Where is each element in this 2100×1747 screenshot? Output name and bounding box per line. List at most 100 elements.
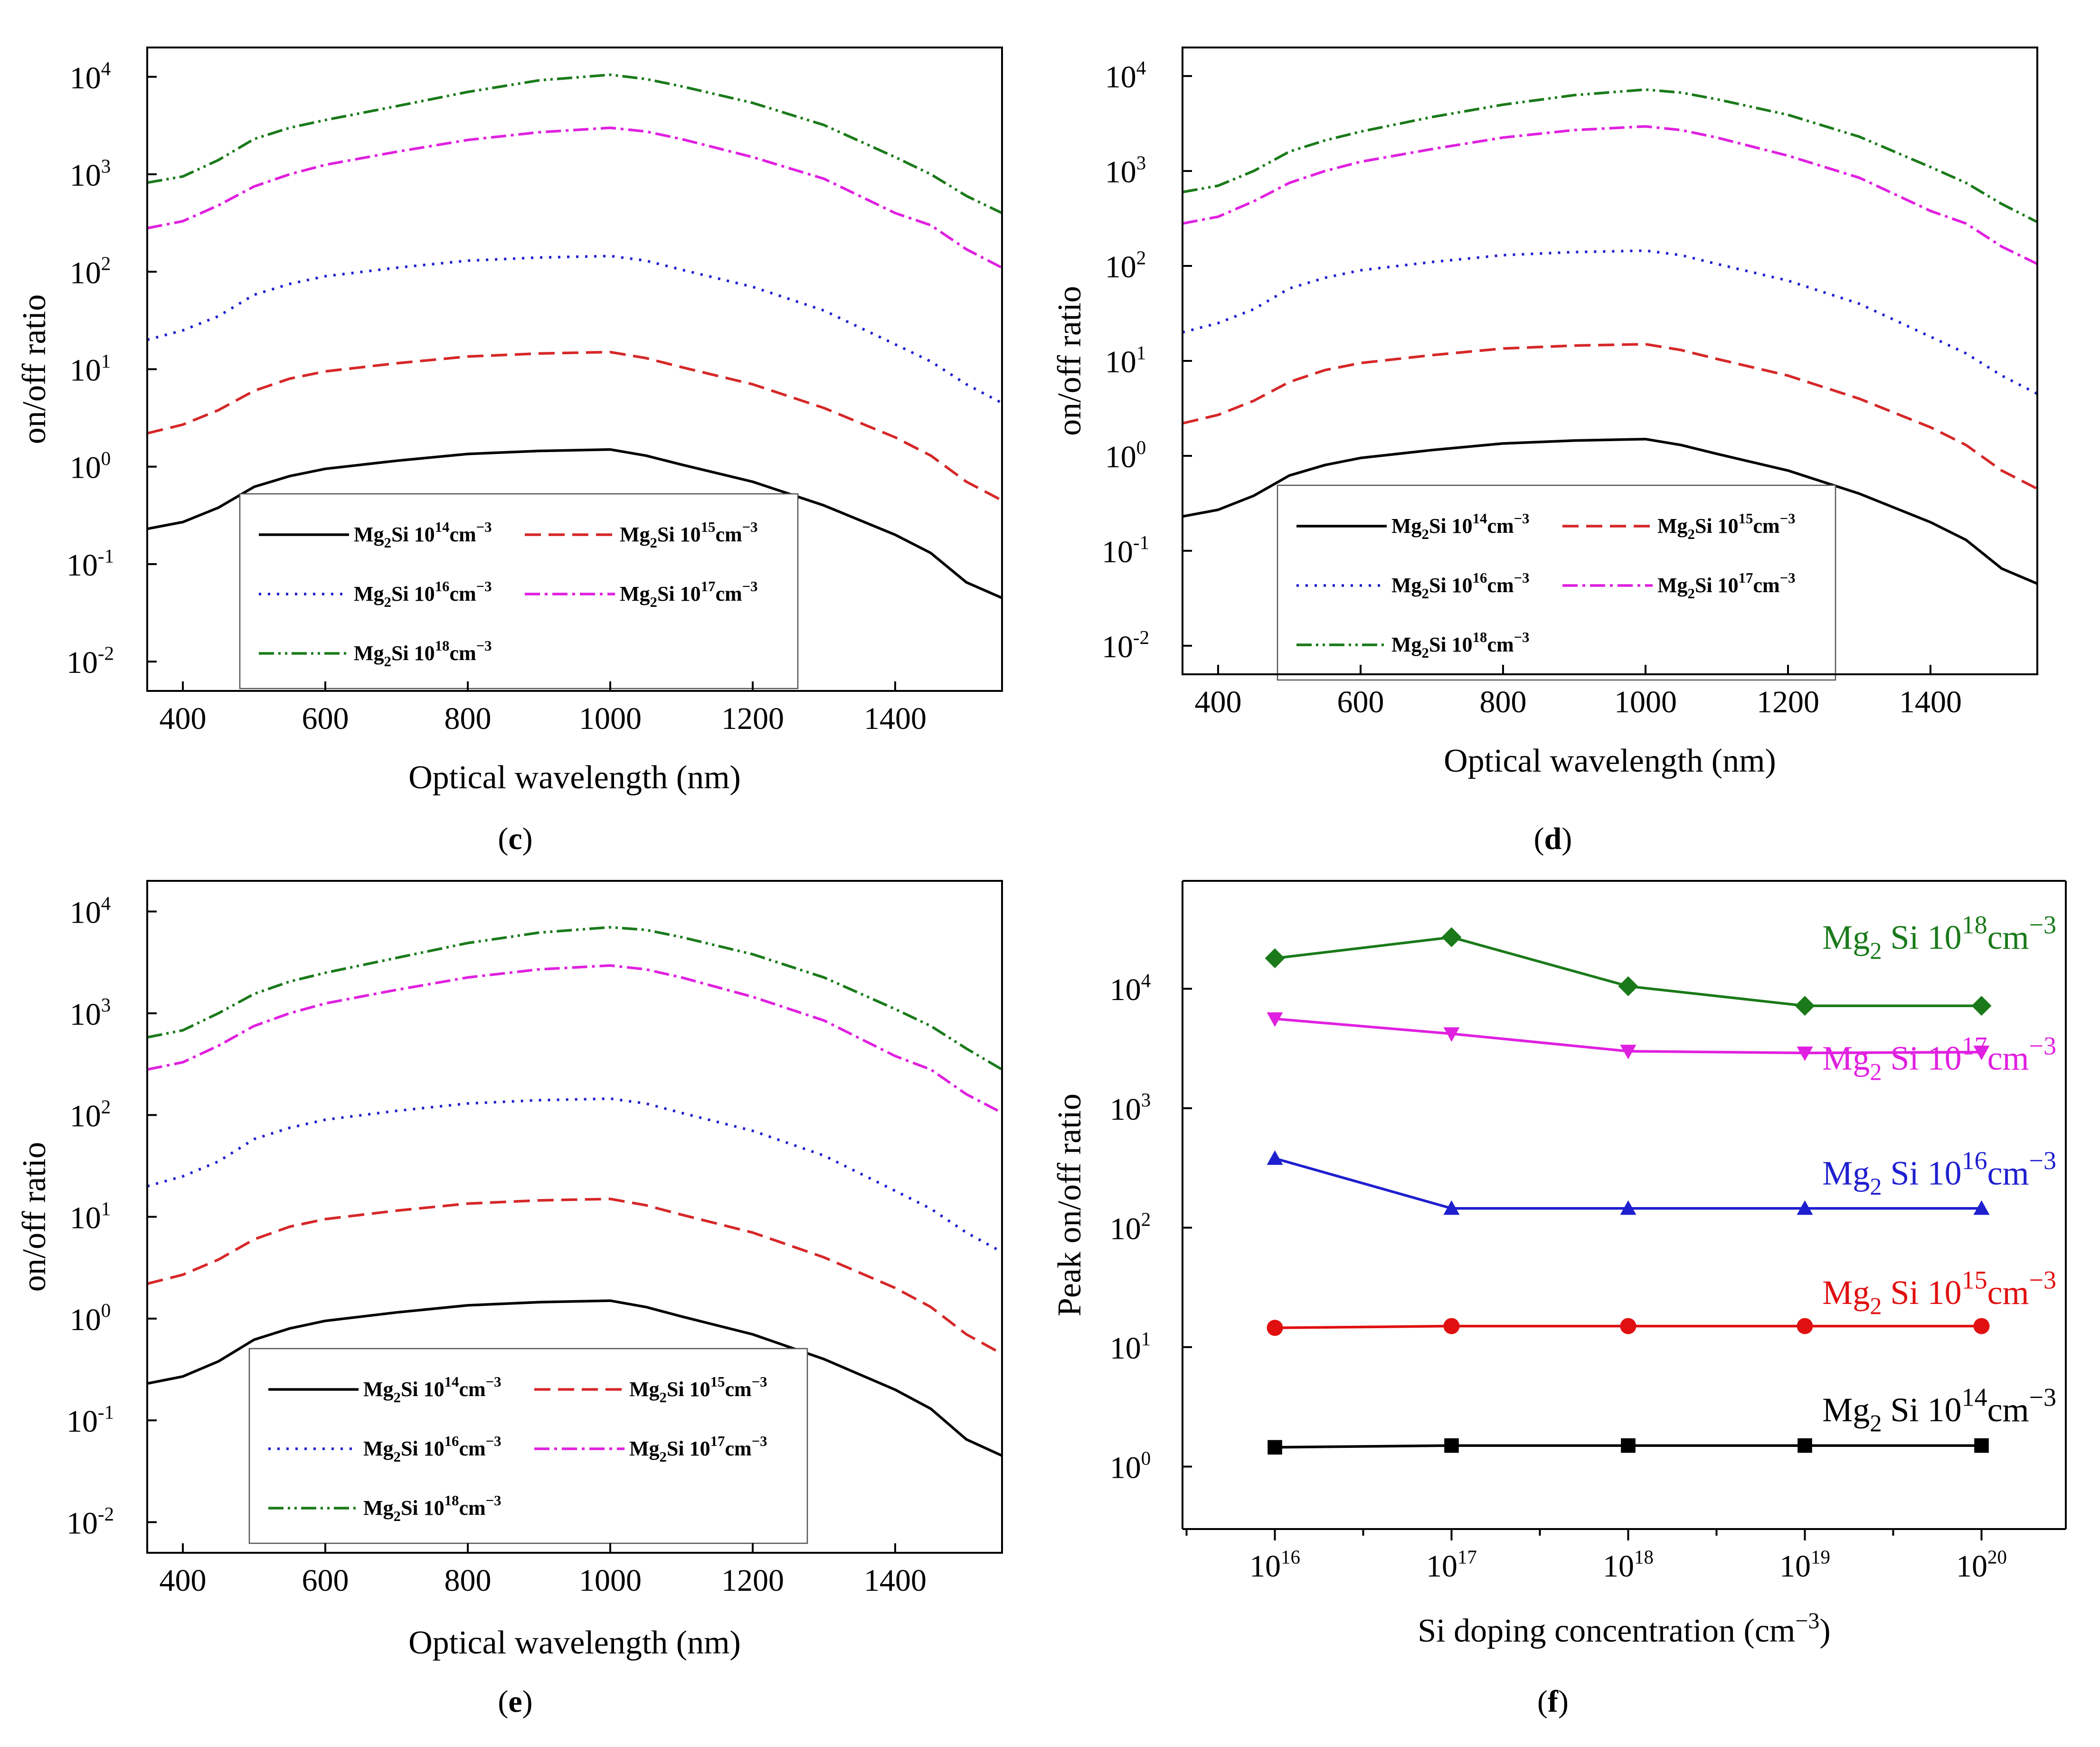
- y-tick-label-3: 102: [70, 253, 111, 291]
- data-point: [1797, 1318, 1813, 1334]
- series-line-3: [147, 1097, 1003, 1254]
- legend-label-4: Mg2Si 1017cm−3: [620, 578, 758, 610]
- x-tick-label-5: 1200: [1757, 685, 1819, 719]
- legend-label-3: Mg2Si 1016cm−3: [354, 578, 492, 610]
- y-axis-title: Peak on/off ratio: [1051, 1094, 1088, 1316]
- y-tick-label-6: 10-1: [66, 1401, 114, 1439]
- y-tick-label-5: 100: [70, 448, 111, 485]
- panel-label: (f): [1537, 1684, 1569, 1719]
- x-tick-label-2: 600: [1337, 685, 1384, 719]
- panel-label: (e): [498, 1684, 532, 1719]
- x-tick-label-1: 400: [1195, 685, 1242, 719]
- y-tick-label-7: 10-2: [1102, 627, 1149, 664]
- y-tick-label-6: 10-1: [66, 545, 114, 583]
- legend-label-4: Mg2Si 1017cm−3: [629, 1433, 767, 1465]
- x-tick-label-6: 1400: [864, 1563, 927, 1598]
- legend-label-1: Mg2Si 1014cm−3: [363, 1374, 501, 1406]
- data-point: [1620, 1318, 1636, 1334]
- legend-label-5: Mg2Si 1018cm−3: [363, 1492, 501, 1524]
- series-line-3: [147, 255, 1003, 405]
- x-tick-label-5: 1020: [1956, 1546, 2007, 1584]
- panel-label: (d): [1534, 822, 1572, 856]
- x-tick-label-6: 1400: [864, 701, 927, 736]
- data-point: [1443, 1027, 1460, 1042]
- y-tick-label-5: 100: [1105, 437, 1146, 474]
- legend-label-5: Mg2Si 1018cm−3: [1391, 629, 1530, 661]
- data-point: [1973, 1200, 1990, 1215]
- data-point: [1444, 1438, 1459, 1453]
- data-point: [1973, 1318, 1990, 1334]
- x-axis-title: Si doping concentration (cm−3): [1418, 1608, 1830, 1649]
- legend-label-2: Mg2Si 1015cm−3: [620, 519, 758, 551]
- y-axis-title: on/off ratio: [16, 294, 53, 444]
- x-tick-label-2: 600: [302, 1563, 349, 1598]
- legend: Mg2Si 1014cm−3 Mg2Si 1015cm−3 Mg2Si 1016cm…: [239, 493, 799, 689]
- series-line-1: [147, 448, 1003, 599]
- x-tick-label-3: 1018: [1603, 1546, 1654, 1584]
- data-point: [1620, 1200, 1636, 1215]
- legend: Mg2Si 1014cm−3 Mg2Si 1015cm−3 Mg2Si 1016cm…: [248, 1348, 808, 1544]
- data-point: [1443, 1318, 1460, 1334]
- y-tick-label-4: 101: [70, 350, 111, 388]
- data-point: [1795, 996, 1815, 1016]
- x-tick-label-3: 800: [445, 701, 492, 736]
- series-line-5: [147, 925, 1003, 1071]
- y-tick-label-1: 104: [70, 893, 111, 930]
- data-point: [1797, 1200, 1813, 1215]
- y-tick-label-1: 104: [70, 58, 111, 95]
- data-point: [1265, 948, 1285, 968]
- series-label-2: Mg2 Si 1017cm−3: [1822, 1031, 2056, 1085]
- x-tick-label-2: 600: [302, 701, 349, 736]
- panel-c: Mg2Si 1014cm−3 Mg2Si 1015cm−3 Mg2Si 1016cm…: [16, 47, 1003, 856]
- x-tick-label-6: 1400: [1899, 685, 1962, 719]
- y-tick-label-3: 102: [1110, 1209, 1151, 1247]
- series-label-4: Mg2 Si 1015cm−3: [1822, 1265, 2056, 1319]
- y-axis-title: on/off ratio: [1051, 286, 1088, 436]
- data-point: [1268, 1440, 1282, 1455]
- legend-label-4: Mg2Si 1017cm−3: [1657, 570, 1796, 602]
- legend-label-1: Mg2Si 1014cm−3: [1391, 510, 1530, 542]
- data-point: [1443, 1200, 1460, 1215]
- data-point: [1621, 1438, 1636, 1453]
- panel-d: Mg2Si 1014cm−3 Mg2Si 1015cm−3 Mg2Si 1016cm…: [1051, 47, 2038, 856]
- data-point: [1620, 1045, 1636, 1059]
- series-line-5: [1182, 88, 2038, 224]
- series-line-2: [147, 1198, 1003, 1355]
- data-point: [1797, 1046, 1813, 1061]
- panel-label: (c): [498, 822, 532, 856]
- series-line-2: [147, 350, 1003, 502]
- data-point: [1973, 1045, 1990, 1060]
- y-tick-label-5: 100: [1110, 1448, 1151, 1485]
- y-axis-title: on/off ratio: [16, 1142, 53, 1292]
- x-tick-label-3: 800: [1480, 685, 1527, 719]
- series-line-1: [1182, 437, 2038, 585]
- x-tick-label-4: 1000: [1614, 685, 1677, 719]
- data-point: [1267, 1012, 1283, 1027]
- series-line-5: [147, 73, 1003, 215]
- y-tick-label-6: 10-1: [1102, 532, 1149, 569]
- panel-f: 104 103 102 101 100 1016 1017 1018 1019 1020 Mg2 S…: [1051, 880, 2067, 1719]
- data-point: [1797, 1438, 1812, 1453]
- data-point: [1267, 1150, 1283, 1165]
- x-axis-title: Optical wavelength (nm): [408, 759, 741, 796]
- y-tick-label-2: 103: [70, 155, 111, 193]
- series-label-3: Mg2 Si 1016cm−3: [1822, 1146, 2056, 1200]
- series-line-3: [1182, 249, 2038, 395]
- y-tick-label-5: 100: [70, 1300, 111, 1337]
- x-tick-label-5: 1200: [721, 701, 784, 736]
- series-label-1: Mg2 Si 1018cm−3: [1822, 911, 2056, 964]
- x-tick-label-4: 1000: [579, 1563, 642, 1598]
- series-line-1: [147, 1299, 1003, 1457]
- y-tick-label-2: 103: [70, 994, 111, 1032]
- legend-label-2: Mg2Si 1015cm−3: [1657, 510, 1796, 542]
- legend-frame: [1277, 484, 1836, 681]
- y-tick-label-4: 101: [70, 1198, 111, 1236]
- y-tick-label-1: 104: [1105, 57, 1146, 94]
- y-tick-label-7: 10-2: [66, 1503, 114, 1541]
- data-point: [1618, 976, 1638, 996]
- y-tick-label-3: 102: [70, 1096, 111, 1133]
- legend-frame: [248, 1348, 808, 1544]
- series-label-5: Mg2 Si 1014cm−3: [1822, 1383, 2056, 1436]
- x-tick-label-2: 1017: [1426, 1546, 1477, 1584]
